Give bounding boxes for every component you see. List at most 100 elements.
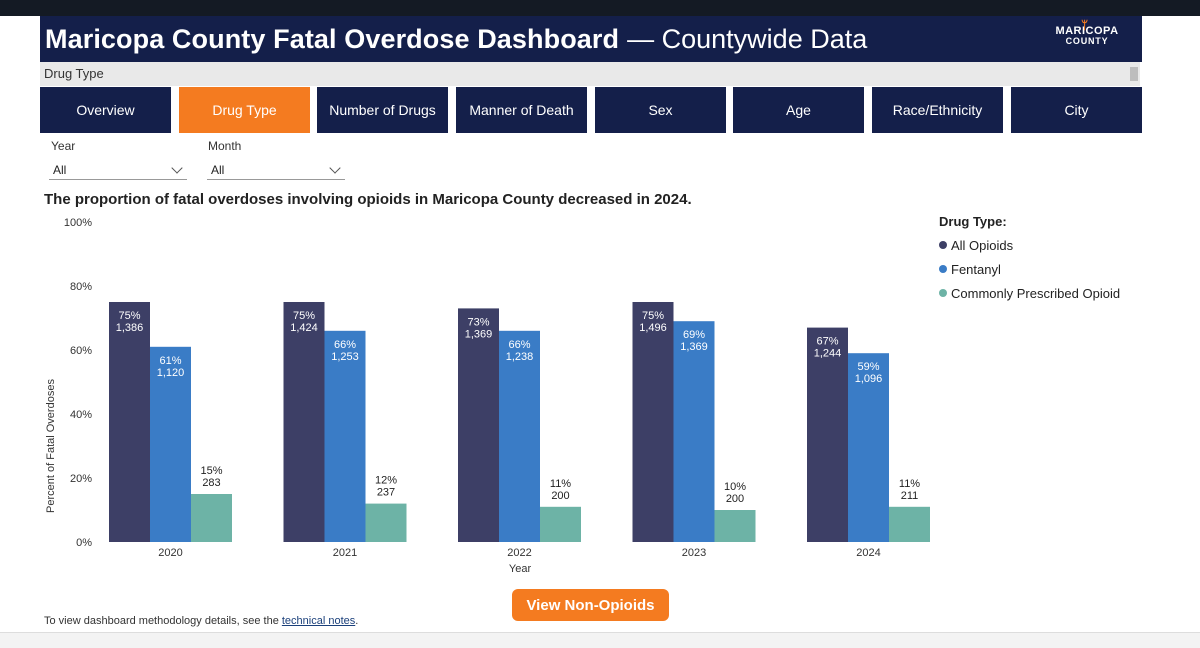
legend-label: Fentanyl xyxy=(951,261,1001,277)
scrollbar-handle[interactable] xyxy=(1130,67,1138,81)
logo-text-line2: COUNTY xyxy=(1065,36,1109,46)
tab-drug-type[interactable]: Drug Type xyxy=(179,87,310,133)
data-label: 1,096 xyxy=(855,373,883,385)
data-label: 73% xyxy=(467,316,489,328)
bottom-strip xyxy=(0,632,1200,648)
year-select-value: All xyxy=(53,163,67,177)
bar-all-opioids xyxy=(109,302,150,542)
tab-number-of-drugs[interactable]: Number of Drugs xyxy=(317,87,448,133)
bar-fentanyl xyxy=(150,346,191,542)
y-tick-label: 20% xyxy=(70,473,92,485)
data-label: 237 xyxy=(377,487,395,499)
data-label: 1,496 xyxy=(639,322,667,334)
bar-commonly-prescribed-opioid xyxy=(889,506,930,542)
chart-legend: Drug Type: All Opioids Fentanyl Commonly… xyxy=(939,214,1120,305)
tab-age[interactable]: Age xyxy=(733,87,864,133)
legend-label: Commonly Prescribed Opioid xyxy=(951,285,1121,301)
data-label: 283 xyxy=(202,477,220,489)
tab-race-ethnicity[interactable]: Race/Ethnicity xyxy=(872,87,1003,133)
data-label: 67% xyxy=(816,336,838,348)
bar-all-opioids xyxy=(632,302,674,542)
bar-commonly-prescribed-opioid xyxy=(365,503,407,542)
data-label: 1,244 xyxy=(814,348,842,360)
year-select[interactable]: All xyxy=(49,160,187,180)
month-select[interactable]: All xyxy=(207,160,345,180)
tab-manner-of-death[interactable]: Manner of Death xyxy=(456,87,587,133)
legend-dot-icon xyxy=(939,241,947,249)
y-axis-label: Percent of Fatal Overdoses xyxy=(45,379,57,513)
tab-label: Sex xyxy=(648,102,673,118)
bar-commonly-prescribed-opioid xyxy=(191,494,232,542)
legend-item-prescribed-opioid[interactable]: Commonly Prescribed Opioid xyxy=(939,281,1120,305)
flame-icon: ᛘ xyxy=(1081,18,1089,32)
technical-notes-link[interactable]: technical notes xyxy=(281,615,356,627)
x-tick-label: 2022 xyxy=(507,547,531,559)
data-label: 15% xyxy=(200,465,222,477)
data-label: 69% xyxy=(683,329,705,341)
bar-fentanyl xyxy=(499,330,540,542)
data-label: 1,238 xyxy=(506,351,534,363)
data-label: 1,369 xyxy=(465,328,493,340)
bar-all-opioids xyxy=(807,327,848,542)
page-label: Drug Type xyxy=(44,66,104,81)
logo-text-line1: MARICOPA xyxy=(1055,25,1119,37)
x-tick-label: 2021 xyxy=(333,547,357,559)
bar-fentanyl xyxy=(848,353,889,542)
bar-fentanyl xyxy=(673,321,715,542)
y-tick-label: 60% xyxy=(70,345,92,357)
browser-top-strip xyxy=(0,0,1200,16)
bar-commonly-prescribed-opioid xyxy=(714,510,756,542)
legend-dot-icon xyxy=(939,289,947,297)
tab-label: Overview xyxy=(76,102,135,118)
x-tick-label: 2020 xyxy=(158,547,182,559)
data-label: 66% xyxy=(508,339,530,351)
legend-item-fentanyl[interactable]: Fentanyl xyxy=(939,257,1120,281)
maricopa-county-logo: ᛘ MARICOPA COUNTY xyxy=(1052,19,1122,46)
legend-item-all-opioids[interactable]: All Opioids xyxy=(939,233,1120,257)
data-label: 200 xyxy=(551,490,569,502)
tab-label: Drug Type xyxy=(212,102,277,118)
tab-label: Age xyxy=(786,102,811,118)
data-label: 11% xyxy=(550,478,571,490)
x-tick-label: 2024 xyxy=(856,547,880,559)
y-tick-label: 100% xyxy=(64,217,92,229)
bar-commonly-prescribed-opioid xyxy=(540,506,581,542)
x-tick-label: 2023 xyxy=(682,547,706,559)
data-label: 10% xyxy=(724,481,746,493)
footnote-end: . xyxy=(355,615,359,627)
view-non-opioids-button[interactable]: View Non-Opioids xyxy=(512,589,669,621)
y-tick-label: 40% xyxy=(70,409,92,421)
data-label: 61% xyxy=(159,355,181,367)
dashboard-subtitle: — Countywide Data xyxy=(627,23,868,54)
month-filter-label: Month xyxy=(208,139,242,153)
data-label: 211 xyxy=(901,490,919,502)
year-filter-label: Year xyxy=(51,139,76,153)
data-label: 75% xyxy=(642,310,664,322)
data-label: 11% xyxy=(899,478,920,490)
data-label: 1,120 xyxy=(157,367,185,379)
legend-title: Drug Type: xyxy=(939,214,1007,229)
tab-label: City xyxy=(1064,102,1089,118)
y-tick-label: 80% xyxy=(70,281,92,293)
data-label: 66% xyxy=(334,339,356,351)
data-label: 200 xyxy=(726,493,744,505)
data-label: 75% xyxy=(293,310,315,322)
data-label: 1,369 xyxy=(680,341,708,353)
legend-dot-icon xyxy=(939,265,947,273)
bar-all-opioids xyxy=(458,308,499,542)
legend-label: All Opioids xyxy=(951,237,1014,253)
tab-label: Race/Ethnicity xyxy=(892,102,983,118)
tab-label: Number of Drugs xyxy=(329,102,436,118)
month-select-value: All xyxy=(211,163,225,177)
title-bar: Maricopa County Fatal Overdose Dashboard… xyxy=(40,16,1142,62)
tab-city[interactable]: City xyxy=(1011,87,1142,133)
chart-headline: The proportion of fatal overdoses involv… xyxy=(44,191,692,208)
bar-all-opioids xyxy=(283,302,325,542)
x-axis-label: Year xyxy=(509,563,532,575)
bar-fentanyl xyxy=(324,330,366,542)
data-label: 12% xyxy=(375,475,397,487)
tab-overview[interactable]: Overview xyxy=(40,87,171,133)
data-label: 1,386 xyxy=(116,322,144,334)
tab-sex[interactable]: Sex xyxy=(595,87,726,133)
